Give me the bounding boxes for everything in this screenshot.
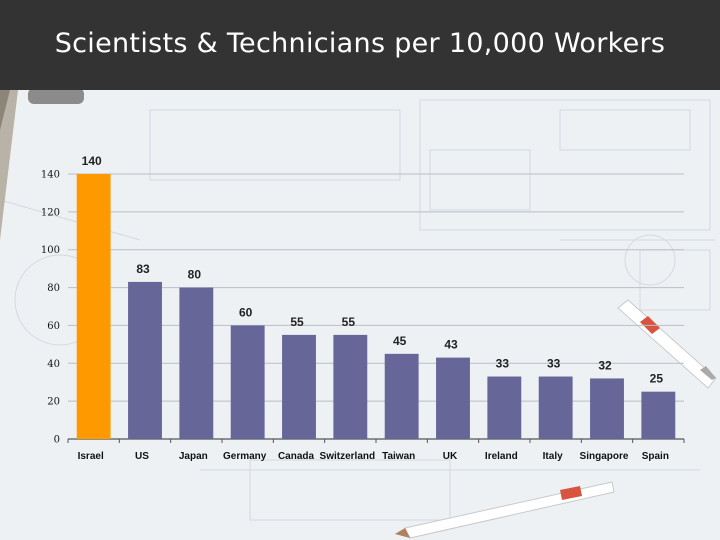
- category-label: Canada: [278, 451, 315, 462]
- bar: [230, 325, 265, 439]
- y-tick-label: 100: [41, 245, 60, 256]
- y-tick-label: 80: [47, 283, 60, 294]
- bar: [538, 376, 573, 439]
- data-label: 60: [239, 305, 253, 319]
- category-label: Taiwan: [382, 451, 415, 462]
- category-label: UK: [443, 451, 458, 462]
- data-label: 80: [188, 268, 202, 282]
- category-label: Ireland: [485, 451, 518, 462]
- bar: [333, 334, 368, 439]
- bar: [76, 174, 111, 439]
- category-label: Singapore: [580, 451, 629, 462]
- category-label: Switzerland: [320, 451, 376, 462]
- bar: [384, 353, 419, 439]
- data-label: 33: [496, 357, 510, 371]
- slide-title: Scientists & Technicians per 10,000 Work…: [54, 27, 666, 59]
- title-bar: Scientists & Technicians per 10,000 Work…: [0, 0, 720, 90]
- category-label: Israel: [78, 451, 104, 462]
- data-label: 83: [136, 262, 150, 276]
- bar: [128, 281, 162, 439]
- category-label: US: [135, 451, 149, 462]
- data-label: 33: [547, 357, 561, 371]
- category-label: Japan: [179, 451, 208, 462]
- bar: [487, 376, 522, 439]
- y-tick-label: 0: [54, 435, 60, 446]
- data-label: 140: [82, 154, 102, 168]
- data-label: 32: [598, 358, 612, 372]
- y-tick-label: 40: [47, 359, 60, 370]
- y-tick-label: 120: [41, 207, 60, 218]
- y-tick-label: 60: [47, 321, 60, 332]
- bar: [282, 334, 316, 439]
- eraser-icon: [28, 88, 84, 104]
- bar: [641, 391, 676, 439]
- category-label: Italy: [543, 451, 563, 462]
- data-label: 43: [444, 338, 458, 352]
- category-label: Spain: [642, 451, 669, 462]
- data-label: 55: [290, 315, 304, 329]
- bar: [590, 378, 624, 439]
- data-label: 55: [342, 315, 356, 329]
- bar: [436, 357, 470, 439]
- paper-corner-shadow: [0, 90, 18, 240]
- data-label: 25: [650, 372, 664, 386]
- y-tick-label: 20: [47, 397, 60, 408]
- bar: [179, 287, 214, 439]
- y-tick-label: 140: [41, 170, 60, 181]
- data-label: 45: [393, 334, 407, 348]
- pencil-icon: [395, 481, 615, 539]
- category-label: Germany: [223, 451, 267, 462]
